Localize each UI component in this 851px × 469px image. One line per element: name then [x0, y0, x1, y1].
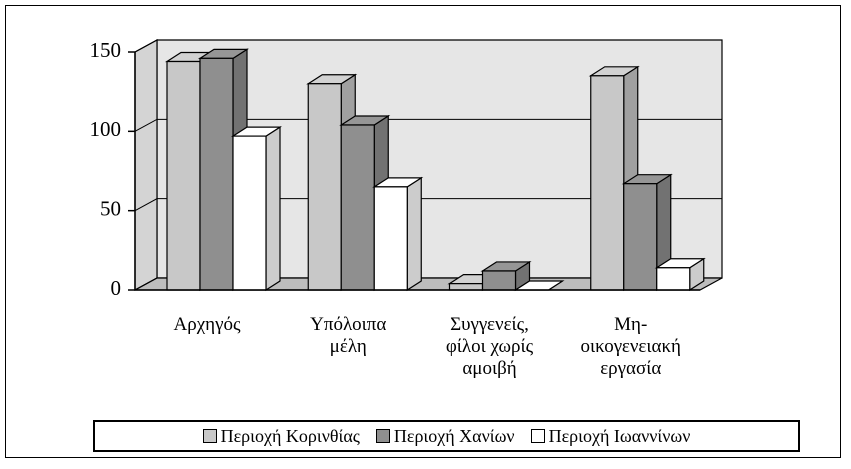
bar-front — [232, 135, 267, 291]
bar — [230, 125, 283, 292]
bar-front — [481, 270, 517, 291]
legend-label: Περιοχή Ιωαννίνων — [548, 425, 691, 446]
bar — [372, 176, 424, 292]
grid-line — [134, 277, 722, 291]
legend-swatch — [530, 429, 545, 443]
bar-front — [307, 83, 342, 291]
bar-front — [166, 60, 201, 291]
chart-frame — [5, 5, 841, 458]
y-tick-label: 50 — [100, 196, 121, 220]
legend-item: Περιοχή Κορινθίας — [202, 425, 360, 447]
grid-line — [134, 118, 722, 132]
bar-front — [199, 57, 234, 291]
bar — [621, 173, 673, 292]
bar-front — [656, 267, 691, 291]
side-wall — [134, 38, 158, 292]
bar-front — [623, 183, 658, 291]
legend-label: Περιοχή Χανίων — [393, 425, 515, 446]
legend-label: Περιοχή Κορινθίας — [220, 425, 360, 446]
bar — [654, 257, 706, 292]
bar-front — [590, 75, 625, 291]
bar-front — [448, 283, 484, 291]
bar-side — [406, 176, 422, 292]
x-tick-label: Αρχηγός — [173, 314, 241, 335]
legend-swatch — [202, 429, 217, 443]
bar-front — [373, 186, 408, 291]
bar-front — [340, 124, 375, 291]
grid-line — [134, 198, 722, 212]
legend: Περιοχή Κορινθίας Περιοχή Χανίων Περιοχή Ι… — [93, 420, 800, 452]
y-tick-label: 0 — [111, 276, 122, 300]
legend-swatch — [375, 429, 390, 443]
legend-item: Περιοχή Χανίων — [375, 425, 515, 447]
x-tick-label: Υπόλοιπα μέλη — [310, 314, 387, 357]
grid-line — [134, 39, 722, 53]
x-tick-label: Συγγενείς, φίλοι χωρίς αμοιβή — [445, 314, 534, 379]
x-tick-label: Μη- οικογενειακή εργασία — [580, 314, 681, 379]
legend-item: Περιοχή Ιωαννίνων — [530, 425, 691, 447]
bar-side — [265, 125, 281, 292]
y-tick-label: 100 — [90, 117, 122, 141]
y-tick-label: 150 — [90, 38, 122, 62]
